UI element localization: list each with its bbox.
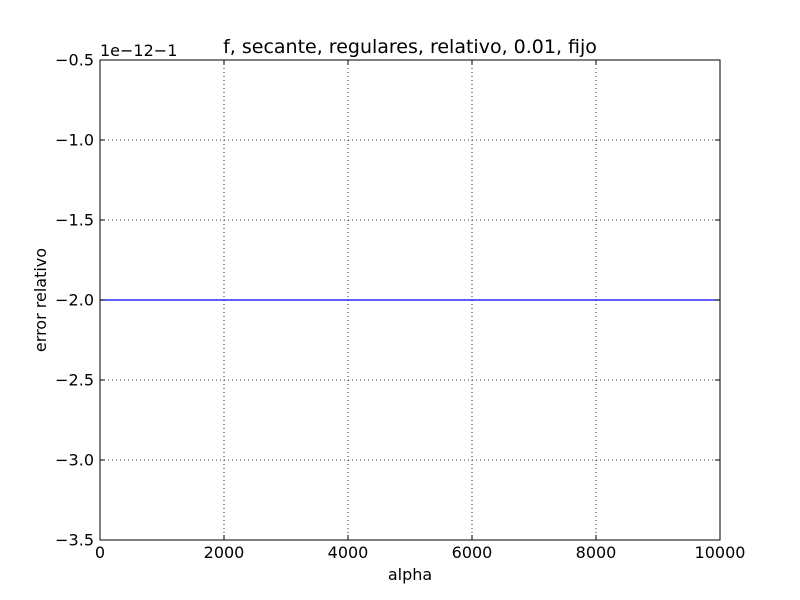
y-tick-label: −2.5 (55, 371, 94, 390)
ticks: 0 2000 4000 6000 8000 10000 −0.5 −1.0 −1.5 −2.0 −2… (55, 51, 745, 563)
y-tick-label: −0.5 (55, 51, 94, 70)
x-tick-label: 6000 (452, 543, 493, 562)
y-axis-label: error relativo (31, 248, 50, 352)
y-tick-label: −1.0 (55, 131, 94, 150)
y-tick-label: −3.0 (55, 451, 94, 470)
y-offset-text: 1e−12−1 (100, 41, 177, 60)
x-tick-label: 8000 (576, 543, 617, 562)
chart-title: f, secante, regulares, relativo, 0.01, f… (223, 36, 597, 58)
x-axis-label: alpha (388, 565, 432, 584)
x-tick-label: 10000 (695, 543, 746, 562)
x-tick-label: 0 (95, 543, 105, 562)
x-tick-label: 4000 (328, 543, 369, 562)
x-tick-label: 2000 (204, 543, 245, 562)
y-tick-label: −1.5 (55, 211, 94, 230)
y-tick-label: −3.5 (55, 531, 94, 550)
y-tick-label: −2.0 (55, 291, 94, 310)
